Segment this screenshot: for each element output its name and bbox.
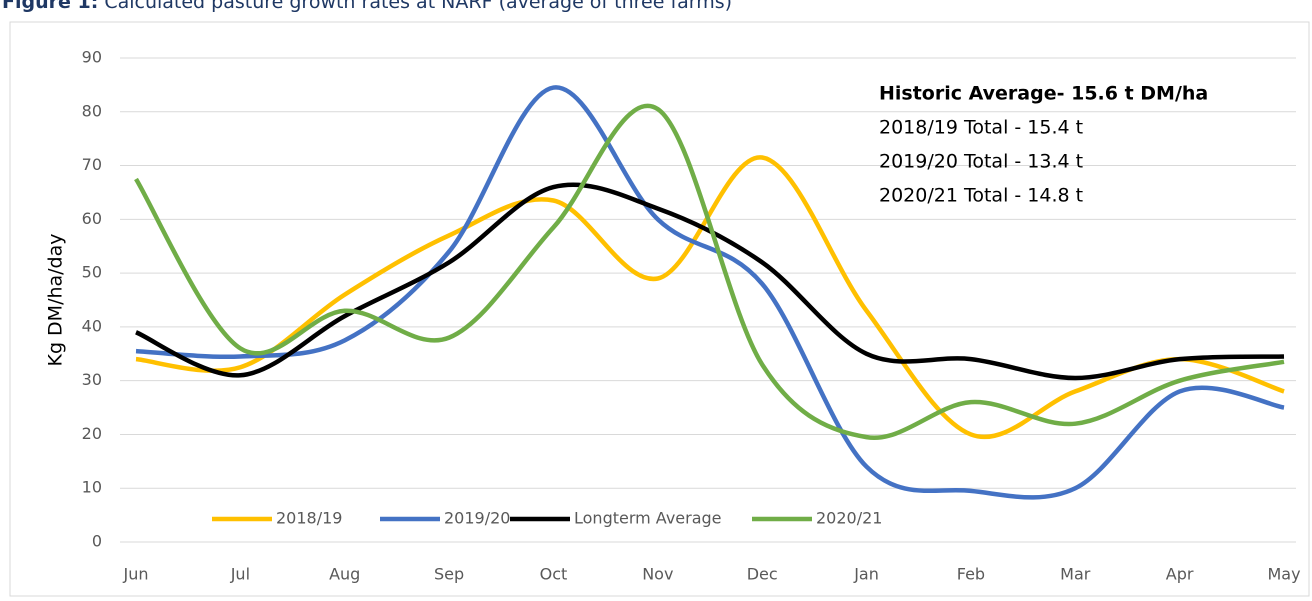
- x-tick-label: Sep: [434, 565, 464, 584]
- x-tick-label: Nov: [642, 565, 673, 584]
- legend-label: Longterm Average: [574, 509, 722, 528]
- series-line: [135, 182, 1285, 381]
- annotation: 2019/20 Total - 13.4 t: [879, 151, 1083, 173]
- chart-caption: Figure 1: Calculated pasture growth rates…: [2, 0, 732, 13]
- x-tick-label: Jan: [853, 565, 879, 584]
- x-tick-label: Dec: [747, 565, 778, 584]
- figure-label: Figure 1:: [2, 0, 98, 13]
- y-tick-label: 70: [82, 155, 102, 174]
- legend-label: 2020/21: [816, 509, 882, 528]
- legend-label: 2019/20: [444, 509, 510, 528]
- annotation: 2020/21 Total - 14.8 t: [879, 185, 1083, 207]
- y-tick-label: 20: [82, 424, 102, 443]
- y-tick-label: 60: [82, 209, 102, 228]
- x-tick-label: Jun: [123, 565, 149, 584]
- y-axis-title: Kg DM/ha/day: [45, 233, 67, 366]
- legend-label: 2018/19: [276, 509, 342, 528]
- series-line: [134, 103, 1285, 441]
- x-tick-label: Feb: [957, 565, 985, 584]
- series-line: [135, 155, 1285, 440]
- y-tick-label: 80: [82, 101, 102, 120]
- y-tick-label: 0: [92, 532, 102, 551]
- series-line: [135, 85, 1285, 500]
- annotation: Historic Average- 15.6 t DM/ha: [879, 83, 1208, 105]
- chart-border: [9, 21, 1310, 597]
- annotation: 2018/19 Total - 15.4 t: [879, 117, 1083, 139]
- y-tick-label: 40: [82, 316, 102, 335]
- chart-title: Calculated pasture growth rates at NARF …: [104, 0, 732, 13]
- y-tick-label: 10: [82, 478, 102, 497]
- x-tick-label: Jul: [230, 565, 250, 584]
- x-tick-label: Oct: [540, 565, 568, 584]
- y-tick-label: 90: [82, 48, 102, 67]
- x-tick-label: May: [1267, 565, 1300, 584]
- y-tick-label: 30: [82, 370, 102, 389]
- x-tick-label: Aug: [329, 565, 360, 584]
- y-tick-label: 50: [82, 263, 102, 282]
- x-tick-label: Apr: [1166, 565, 1194, 584]
- x-tick-label: Mar: [1060, 565, 1091, 584]
